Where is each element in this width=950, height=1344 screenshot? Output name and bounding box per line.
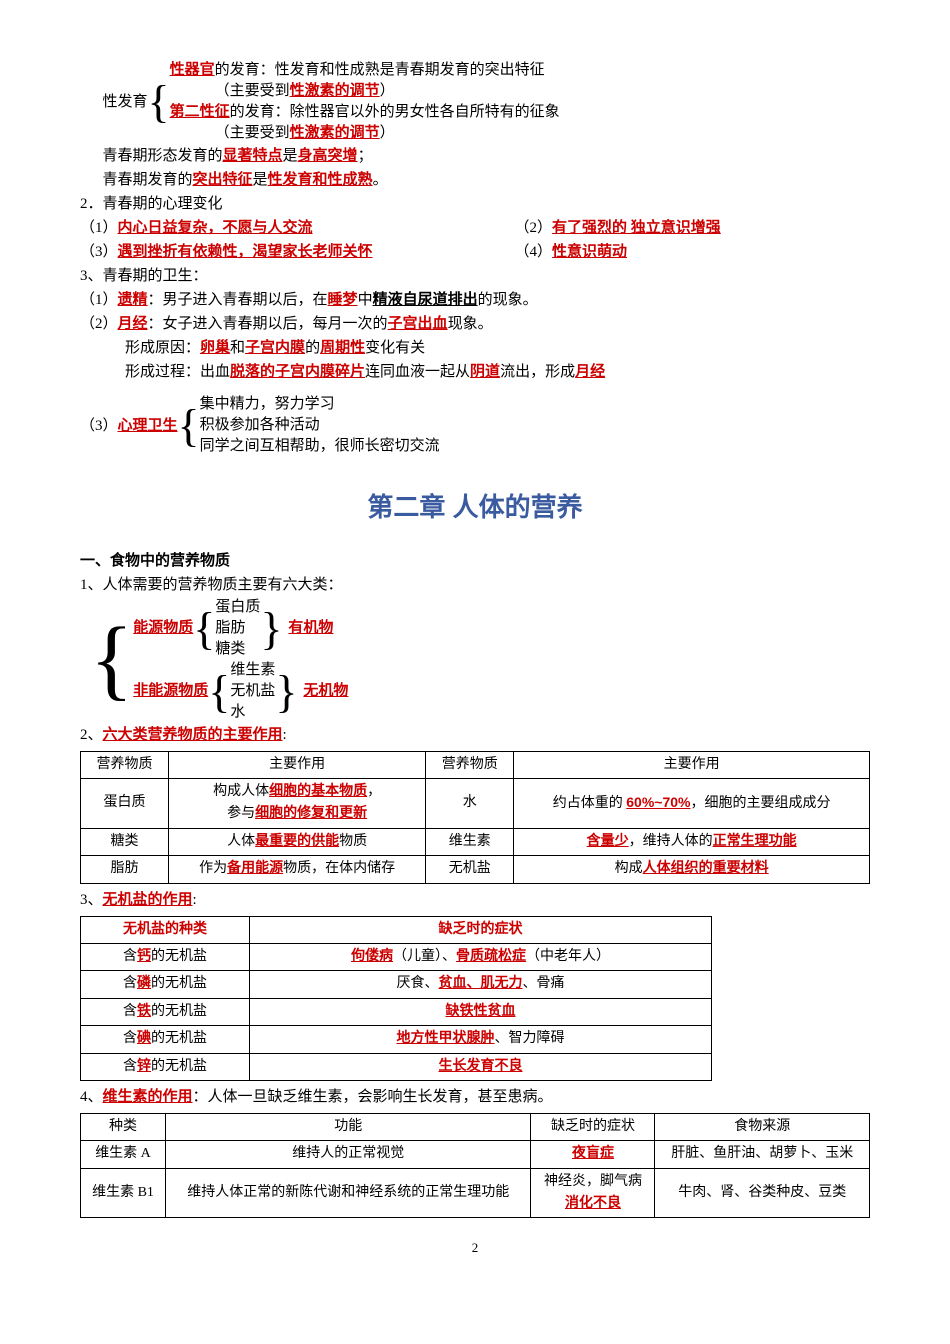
section-3-title: 3、青春期的卫生： — [80, 264, 870, 288]
spacer — [80, 384, 870, 394]
table-row: 蛋白质 构成人体细胞的基本物质，参与细胞的修复和更新 水 约占体重的 60%~7… — [81, 778, 870, 828]
table-row: 无机盐的种类缺乏时的症状 — [81, 916, 712, 943]
row-energy: { 能源物质 { 蛋白质 脂肪 糖类 } 有机物 非能源物质 { 维生素 无机盐 — [90, 597, 870, 723]
sex-development-outline: 性发育 { 性器官的发育：性发育和性成熟是青春期发育的突出特征 （主要受到性激素… — [80, 60, 870, 144]
page-number: 2 — [80, 1238, 870, 1259]
table-row: 营养物质主要作用营养物质主要作用 — [81, 751, 870, 778]
hygiene-3: （3）心理卫生 { 集中精力，努力学习 积极参加各种活动 同学之间互相帮助，很师… — [80, 394, 870, 457]
psych-c2: （2）有了强烈的 独立意识增强 — [515, 216, 721, 240]
table-row: 含磷的无机盐厌食、贫血、肌无力、骨痛 — [81, 971, 712, 998]
table-row: 含钙的无机盐佝偻病（儿童）、骨质疏松症（中老年人） — [81, 943, 712, 970]
nutr-s1-1: 1、人体需要的营养物质主要有六大类： — [80, 573, 870, 597]
table-vitamins: 种类功能缺乏时的症状食物来源 维生素 A维持人的正常视觉夜盲症肝脏、鱼肝油、胡萝… — [80, 1113, 870, 1219]
nutr-s2: 2、六大类营养物质的主要作用: — [80, 723, 870, 747]
table-row: 含碘的无机盐地方性甲状腺肿、智力障碍 — [81, 1026, 712, 1053]
psych-c3: （3）遇到挫折有依赖性，渴望家长老师关怀 — [80, 240, 515, 264]
section-2-title: 2．青春期的心理变化 — [80, 192, 870, 216]
table-row: 糖类 人体最重要的供能物质 维生素 含量少，维持人体的正常生理功能 — [81, 828, 870, 855]
organ-line: 性器官的发育：性发育和性成熟是青春期发育的突出特征 — [170, 60, 560, 81]
nutr-s1-title: 一、食物中的营养物质 — [80, 549, 870, 573]
table-row: 脂肪 作为备用能源物质，在体内储存 无机盐 构成人体组织的重要材料 — [81, 856, 870, 883]
table-row: 种类功能缺乏时的症状食物来源 — [81, 1113, 870, 1140]
sex-dev-items: 性器官的发育：性发育和性成熟是青春期发育的突出特征 （主要受到性激素的调节） 第… — [170, 60, 560, 144]
chapter-title: 第二章 人体的营养 — [80, 487, 870, 529]
table-minerals: 无机盐的种类缺乏时的症状 含钙的无机盐佝偻病（儿童）、骨质疏松症（中老年人） 含… — [80, 916, 712, 1081]
brace: { — [178, 406, 200, 445]
nonenergy-group: 非能源物质 { 维生素 无机盐 水 } 无机物 — [133, 660, 348, 723]
hygiene-2-reason: 形成原因：卵巢和子宫内膜的周期性变化有关 — [80, 336, 870, 360]
psych-c4: （4）性意识萌动 — [515, 240, 628, 264]
table-row: 维生素 A维持人的正常视觉夜盲症肝脏、鱼肝油、胡萝卜、玉米 — [81, 1141, 870, 1168]
h3-prefix: （3） — [80, 414, 118, 438]
energy-group: 能源物质 { 蛋白质 脂肪 糖类 } 有机物 — [133, 597, 348, 660]
morph-line-2: 青春期发育的突出特征是性发育和性成熟。 — [80, 168, 870, 192]
table-row: 维生素 B1维持人体正常的新陈代谢和神经系统的正常生理功能神经炎，脚气病消化不良… — [81, 1168, 870, 1218]
organ-note: （主要受到性激素的调节） — [170, 81, 560, 102]
table-row: 含铁的无机盐缺铁性贫血 — [81, 998, 712, 1025]
hygiene-1: （1）遗精：男子进入青春期以后，在睡梦中精液自尿道排出的现象。 — [80, 288, 870, 312]
psych-changes: （1）内心日益复杂，不愿与人交流 （2）有了强烈的 独立意识增强 — [80, 216, 870, 240]
morph-line-1: 青春期形态发育的显著特点是身高突增； — [80, 144, 870, 168]
hygiene-2-process: 形成过程：出血脱落的子宫内膜碎片连同血液一起从阴道流出，形成月经 — [80, 360, 870, 384]
second-line: 第二性征的发育：除性器官以外的男女性各自所特有的征象 — [170, 102, 560, 123]
nutrient-tree: { 能源物质 { 蛋白质 脂肪 糖类 } 有机物 非能源物质 { 维生素 无机盐 — [90, 597, 870, 723]
psych-changes-2: （3）遇到挫折有依赖性，渴望家长老师关怀 （4）性意识萌动 — [80, 240, 870, 264]
brace: { — [148, 82, 170, 121]
h3-items: 集中精力，努力学习 积极参加各种活动 同学之间互相帮助，很师长密切交流 — [200, 394, 440, 457]
table-row: 含锌的无机盐生长发育不良 — [81, 1053, 712, 1080]
hygiene-2: （2）月经：女子进入青春期以后，每月一次的子宫出血现象。 — [80, 312, 870, 336]
sex-dev-label: 性发育 — [103, 90, 148, 114]
nutr-s4: 4、维生素的作用：人体一旦缺乏维生素，会影响生长发育，甚至患病。 — [80, 1085, 870, 1109]
nutr-s3: 3、无机盐的作用: — [80, 888, 870, 912]
table-nutrient-roles: 营养物质主要作用营养物质主要作用 蛋白质 构成人体细胞的基本物质，参与细胞的修复… — [80, 751, 870, 884]
psych-c1: （1）内心日益复杂，不愿与人交流 — [80, 216, 515, 240]
second-note: （主要受到性激素的调节） — [170, 123, 560, 144]
